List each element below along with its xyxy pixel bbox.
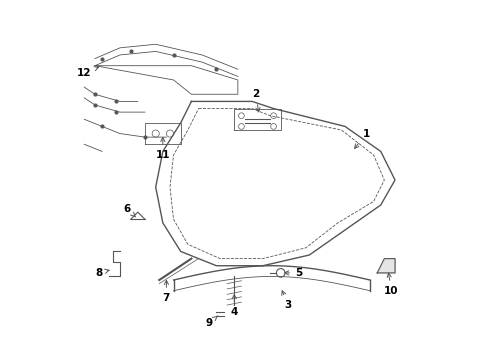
Text: 1: 1 [355, 129, 370, 148]
Text: 5: 5 [285, 268, 302, 278]
Polygon shape [377, 258, 395, 273]
Text: 4: 4 [231, 294, 238, 317]
Text: 10: 10 [384, 273, 399, 296]
Text: 7: 7 [163, 280, 170, 303]
Text: 2: 2 [252, 89, 260, 112]
Text: 6: 6 [123, 203, 136, 217]
Text: 9: 9 [206, 316, 218, 328]
Text: 11: 11 [156, 138, 170, 160]
Text: 3: 3 [282, 291, 292, 310]
Text: 8: 8 [95, 268, 109, 278]
Text: 12: 12 [77, 67, 98, 78]
